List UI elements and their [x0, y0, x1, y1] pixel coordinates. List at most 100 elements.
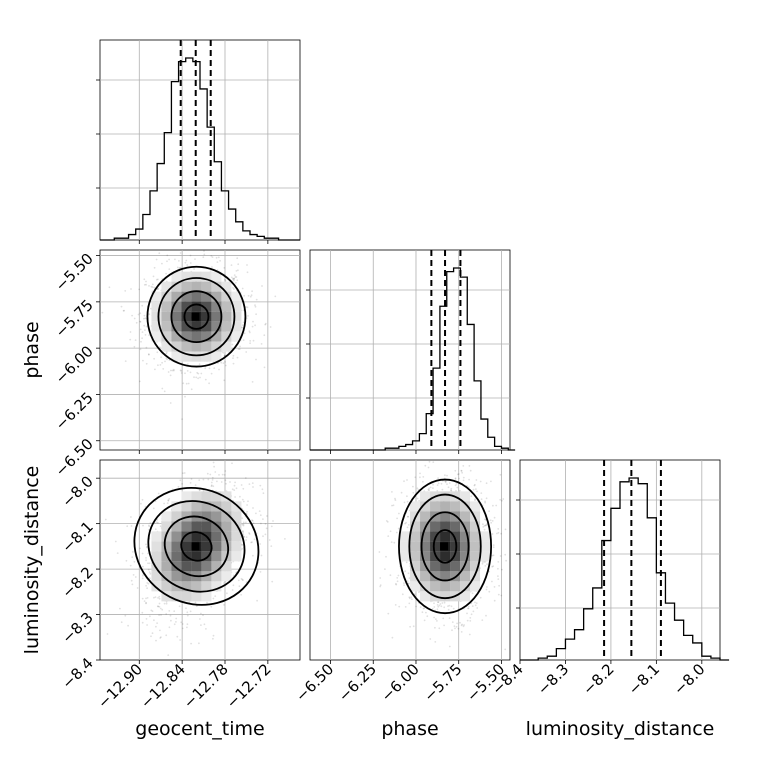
scatter-geocent-lumdist-point-1207: [157, 597, 159, 599]
scatter-geocent-lumdist-point-1282: [170, 619, 172, 622]
scatter-geocent-phase-cell--3--1: [161, 301, 172, 312]
scatter-phase-lumdist-cell--2-5: [420, 591, 431, 602]
scatter-geocent-phase-point-314: [251, 381, 254, 383]
scatter-phase-lumdist-cell-0-4: [440, 581, 451, 592]
scatter-geocent-lumdist-point-598: [202, 489, 205, 492]
hist-phase-histogram: [310, 267, 516, 451]
scatter-phase-lumdist-point-257: [444, 481, 447, 484]
scatter-geocent-lumdist-cell--1-2: [181, 561, 192, 572]
scatter-phase-lumdist-point-1047: [424, 464, 427, 467]
scatter-geocent-phase-point-674: [193, 268, 196, 270]
scatter-geocent-lumdist-point-174: [126, 525, 129, 528]
scatter-geocent-phase-point-122: [138, 288, 141, 291]
scatter-geocent-lumdist-point-1190: [223, 582, 225, 584]
scatter-geocent-phase-cell--4--1: [151, 301, 162, 312]
scatter-phase-lumdist-point-1139: [441, 602, 444, 604]
scatter-geocent-lumdist-cell-1--4: [201, 501, 212, 512]
scatter-geocent-phase-point-989: [199, 376, 201, 379]
scatter-phase-lumdist-point-311: [450, 487, 453, 490]
scatter-geocent-phase-point-488: [148, 334, 151, 337]
scatter-geocent-lumdist-point-1090: [185, 607, 187, 610]
scatter-geocent-lumdist-cell-3--1: [221, 531, 232, 542]
scatter-phase-lumdist-point-132: [479, 596, 482, 599]
scatter-geocent-lumdist-point-1304: [242, 524, 245, 527]
scatter-geocent-lumdist-point-847: [177, 485, 180, 488]
scatter-phase-lumdist-cell-0--4: [440, 501, 451, 512]
scatter-geocent-lumdist-point-1060: [242, 523, 245, 526]
scatter-phase-lumdist-point-1190: [466, 619, 469, 622]
scatter-geocent-lumdist-cell--4--1: [151, 531, 162, 542]
scatter-geocent-lumdist-point-431: [178, 605, 181, 608]
scatter-geocent-lumdist-cell--4-3: [151, 571, 162, 582]
scatter-phase-lumdist-point-742: [390, 541, 393, 543]
scatter-geocent-phase-point-720: [159, 364, 162, 366]
scatter-geocent-phase-point-796: [251, 290, 254, 293]
scatter-geocent-lumdist-xtick-label-2: −12.78: [180, 660, 232, 712]
scatter-geocent-lumdist-cell-0-1: [191, 551, 202, 562]
scatter-phase-lumdist-point-1091: [404, 522, 406, 525]
scatter-geocent-lumdist-cell--3-3: [161, 571, 172, 582]
scatter-phase-lumdist-cell--1--1: [430, 531, 441, 542]
scatter-geocent-lumdist-point-554: [146, 624, 149, 626]
scatter-phase-lumdist-xtick-label-0: −6.50: [292, 660, 337, 705]
scatter-phase-lumdist-point-964: [459, 489, 461, 492]
scatter-geocent-lumdist-point-1281: [212, 637, 214, 640]
scatter-geocent-lumdist-point-854: [149, 522, 152, 524]
scatter-phase-lumdist-point-790: [460, 469, 463, 472]
scatter-phase-lumdist-point-404: [407, 515, 409, 518]
scatter-phase-lumdist-point-223: [485, 614, 487, 617]
scatter-phase-lumdist-point-717: [443, 606, 446, 609]
scatter-phase-lumdist-cell-4-0: [480, 541, 491, 552]
scatter-phase-lumdist-point-783: [395, 582, 397, 585]
scatter-phase-lumdist-point-917: [412, 625, 415, 628]
scatter-geocent-phase-point-237: [246, 271, 249, 274]
hist-luminosity-distance-xtick-label-1: −8.3: [534, 660, 572, 698]
scatter-phase-lumdist-cell--1--2: [430, 521, 441, 532]
scatter-geocent-lumdist-point-947: [181, 623, 184, 625]
scatter-geocent-lumdist-point-1104: [142, 524, 144, 527]
scatter-phase-lumdist-point-484: [432, 483, 434, 486]
scatter-geocent-phase-point-761: [235, 270, 238, 272]
scatter-geocent-phase-point-482: [139, 321, 142, 323]
scatter-geocent-phase-point-1095: [189, 371, 192, 374]
scatter-geocent-lumdist-point-976: [158, 597, 161, 600]
scatter-phase-lumdist-point-802: [457, 473, 460, 475]
scatter-geocent-lumdist-point-1350: [212, 485, 215, 488]
scatter-geocent-lumdist-point-995: [190, 478, 193, 480]
scatter-geocent-lumdist-point-117: [214, 471, 217, 473]
scatter-geocent-phase-point-598: [143, 324, 146, 327]
scatter-phase-lumdist-cell--1-4: [430, 581, 441, 592]
scatter-geocent-lumdist-point-576: [169, 614, 172, 617]
scatter-geocent-phase-point-98: [166, 260, 168, 263]
scatter-geocent-phase-point-1148: [135, 321, 138, 324]
scatter-phase-lumdist-point-1300: [491, 580, 493, 583]
scatter-geocent-phase-point-1307: [237, 269, 239, 272]
scatter-phase-lumdist-point-326: [473, 484, 476, 487]
scatter-phase-lumdist-point-529: [427, 466, 430, 469]
scatter-geocent-lumdist-point-1066: [163, 502, 166, 505]
scatter-geocent-lumdist-point-356: [203, 623, 206, 626]
scatter-geocent-phase-point-204: [150, 285, 153, 288]
scatter-geocent-lumdist-point-77: [253, 538, 256, 541]
scatter-phase-lumdist-point-784: [460, 470, 463, 472]
scatter-geocent-lumdist-cell-2-0: [211, 541, 222, 552]
scatter-geocent-phase-cell-1-3: [201, 341, 212, 352]
scatter-geocent-lumdist-cell--2--3: [171, 511, 182, 522]
scatter-geocent-lumdist-cell-2-2: [211, 561, 222, 572]
xlabel-luminosity-distance: luminosity_distance: [526, 718, 715, 740]
scatter-geocent-lumdist-point-951: [259, 514, 262, 517]
scatter-geocent-lumdist-point-1390: [161, 608, 164, 611]
scatter-phase-lumdist-cell-2-0: [460, 541, 471, 552]
scatter-phase-lumdist-point-797: [492, 544, 495, 546]
scatter-geocent-phase-cell-3--3: [221, 281, 232, 292]
scatter-phase-lumdist-point-958: [428, 489, 430, 492]
scatter-geocent-phase-ytick-label-3: −6.25: [52, 389, 97, 434]
scatter-phase-lumdist-point-1282: [461, 471, 463, 474]
scatter-geocent-phase-point-111: [157, 288, 159, 290]
scatter-geocent-phase-ytick-label-4: −6.50: [52, 435, 97, 480]
scatter-phase-lumdist-point-643: [475, 602, 478, 604]
scatter-geocent-phase-cell--4-1: [151, 321, 162, 332]
scatter-geocent-lumdist-point-1106: [223, 474, 226, 476]
scatter-geocent-lumdist-point-481: [194, 601, 197, 604]
scatter-geocent-phase-cell-2--1: [211, 301, 222, 312]
